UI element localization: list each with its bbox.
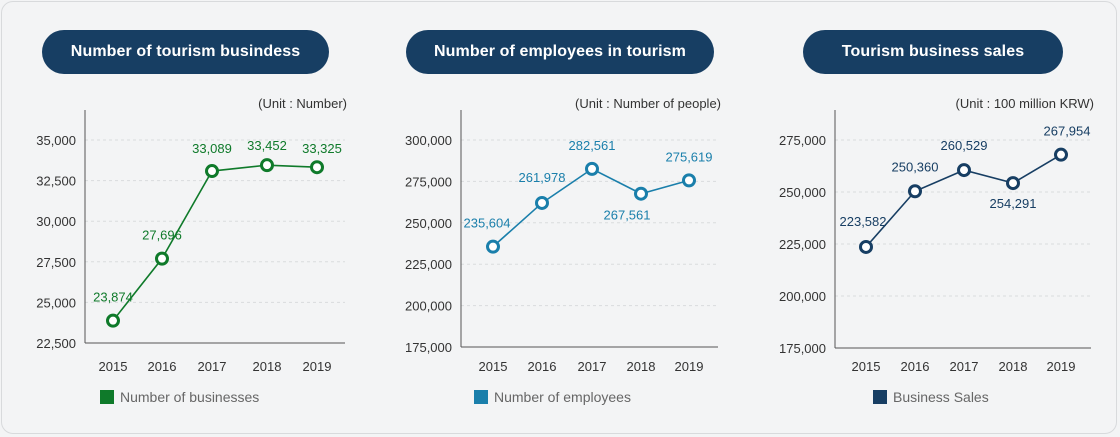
chart-title-employees: Number of employees in tourism [406,30,714,74]
data-point [260,158,274,173]
chart-panel-sales: Tourism business sales (Unit : 100 milli… [746,0,1120,437]
data-label: 260,529 [941,138,988,153]
x-tick-label: 2015 [99,359,128,374]
data-label: 33,452 [247,138,287,153]
line-chart-sales: 175,000 200,000 225,000 250,000 275,000 2015 2… [779,110,1091,374]
data-label: 254,291 [990,196,1037,211]
x-tick-label: 2016 [528,359,557,374]
legend-swatch-businesses [100,390,114,404]
y-tick-label: 300,000 [405,133,452,148]
data-point [1006,176,1020,191]
data-label: 223,582 [840,214,887,229]
y-tick-label: 225,000 [779,237,826,252]
x-tick-label: 2015 [479,359,508,374]
legend-label-employees: Number of employees [494,389,631,405]
unit-label-businesses: (Unit : Number) [258,96,347,111]
x-tick-label: 2019 [675,359,704,374]
y-tick-label: 32,500 [36,174,76,189]
y-tick-label: 250,000 [405,216,452,231]
data-label: 33,325 [302,141,342,156]
x-tick-label: 2016 [148,359,177,374]
x-tick-label: 2017 [198,359,227,374]
data-label: 235,604 [464,216,511,231]
data-label: 282,561 [569,138,616,153]
data-label: 27,696 [142,228,182,243]
data-point [585,161,599,176]
legend-swatch-employees [474,390,488,404]
y-tick-label: 275,000 [405,174,452,189]
x-tick-label: 2017 [578,359,607,374]
data-point [1054,147,1068,162]
data-label: 275,619 [666,149,713,164]
x-tick-label: 2017 [950,359,979,374]
line-chart-employees: 175,000 200,000 225,000 250,000 275,000 300,0… [405,110,718,374]
y-tick-label: 200,000 [779,289,826,304]
y-tick-label: 175,000 [779,341,826,356]
data-point [310,160,324,175]
data-label: 261,978 [519,170,566,185]
x-tick-label: 2019 [303,359,332,374]
y-tick-label: 30,000 [36,214,76,229]
x-tick-label: 2015 [852,359,881,374]
legend-employees: Number of employees [474,389,631,405]
y-tick-label: 35,000 [36,133,76,148]
data-point [908,184,922,199]
x-tick-label: 2019 [1047,359,1076,374]
data-point [682,173,696,188]
legend-label-sales: Business Sales [893,389,989,405]
data-point [155,251,169,266]
data-point [106,313,120,328]
series-line [112,164,318,322]
y-tick-label: 25,000 [36,295,76,310]
legend-sales: Business Sales [873,389,989,405]
data-label: 23,874 [93,290,133,305]
y-tick-label: 200,000 [405,299,452,314]
data-label: 250,360 [892,159,939,174]
chart-panel-businesses: Number of tourism busindess (Unit : Numb… [0,0,373,437]
chart-title-sales: Tourism business sales [803,30,1063,74]
y-tick-label: 175,000 [405,340,452,355]
legend-businesses: Number of businesses [100,389,259,405]
data-point [205,164,219,179]
data-label: 33,089 [192,141,232,156]
y-tick-label: 22,500 [36,336,76,351]
x-tick-label: 2018 [999,359,1028,374]
data-point [859,239,873,254]
y-tick-label: 250,000 [779,185,826,200]
chart-panel-employees: Number of employees in tourism (Unit : N… [373,0,746,437]
data-label: 267,561 [604,208,651,223]
legend-label-businesses: Number of businesses [120,389,260,405]
data-point [957,163,971,178]
unit-label-employees: (Unit : Number of people) [575,96,721,111]
x-tick-label: 2018 [627,359,656,374]
x-tick-label: 2018 [253,359,282,374]
y-tick-label: 225,000 [405,257,452,272]
line-chart-businesses: 22,500 25,000 27,500 30,000 32,500 35,000 2015… [36,110,345,374]
data-label: 267,954 [1044,124,1091,139]
data-point [486,239,500,254]
chart-title-businesses: Number of tourism busindess [42,30,329,74]
unit-label-sales: (Unit : 100 million KRW) [955,96,1094,111]
data-point [535,195,549,210]
legend-swatch-sales [873,390,887,404]
y-tick-label: 275,000 [779,133,826,148]
y-tick-label: 27,500 [36,255,76,270]
x-tick-label: 2016 [901,359,930,374]
data-point [634,186,648,201]
